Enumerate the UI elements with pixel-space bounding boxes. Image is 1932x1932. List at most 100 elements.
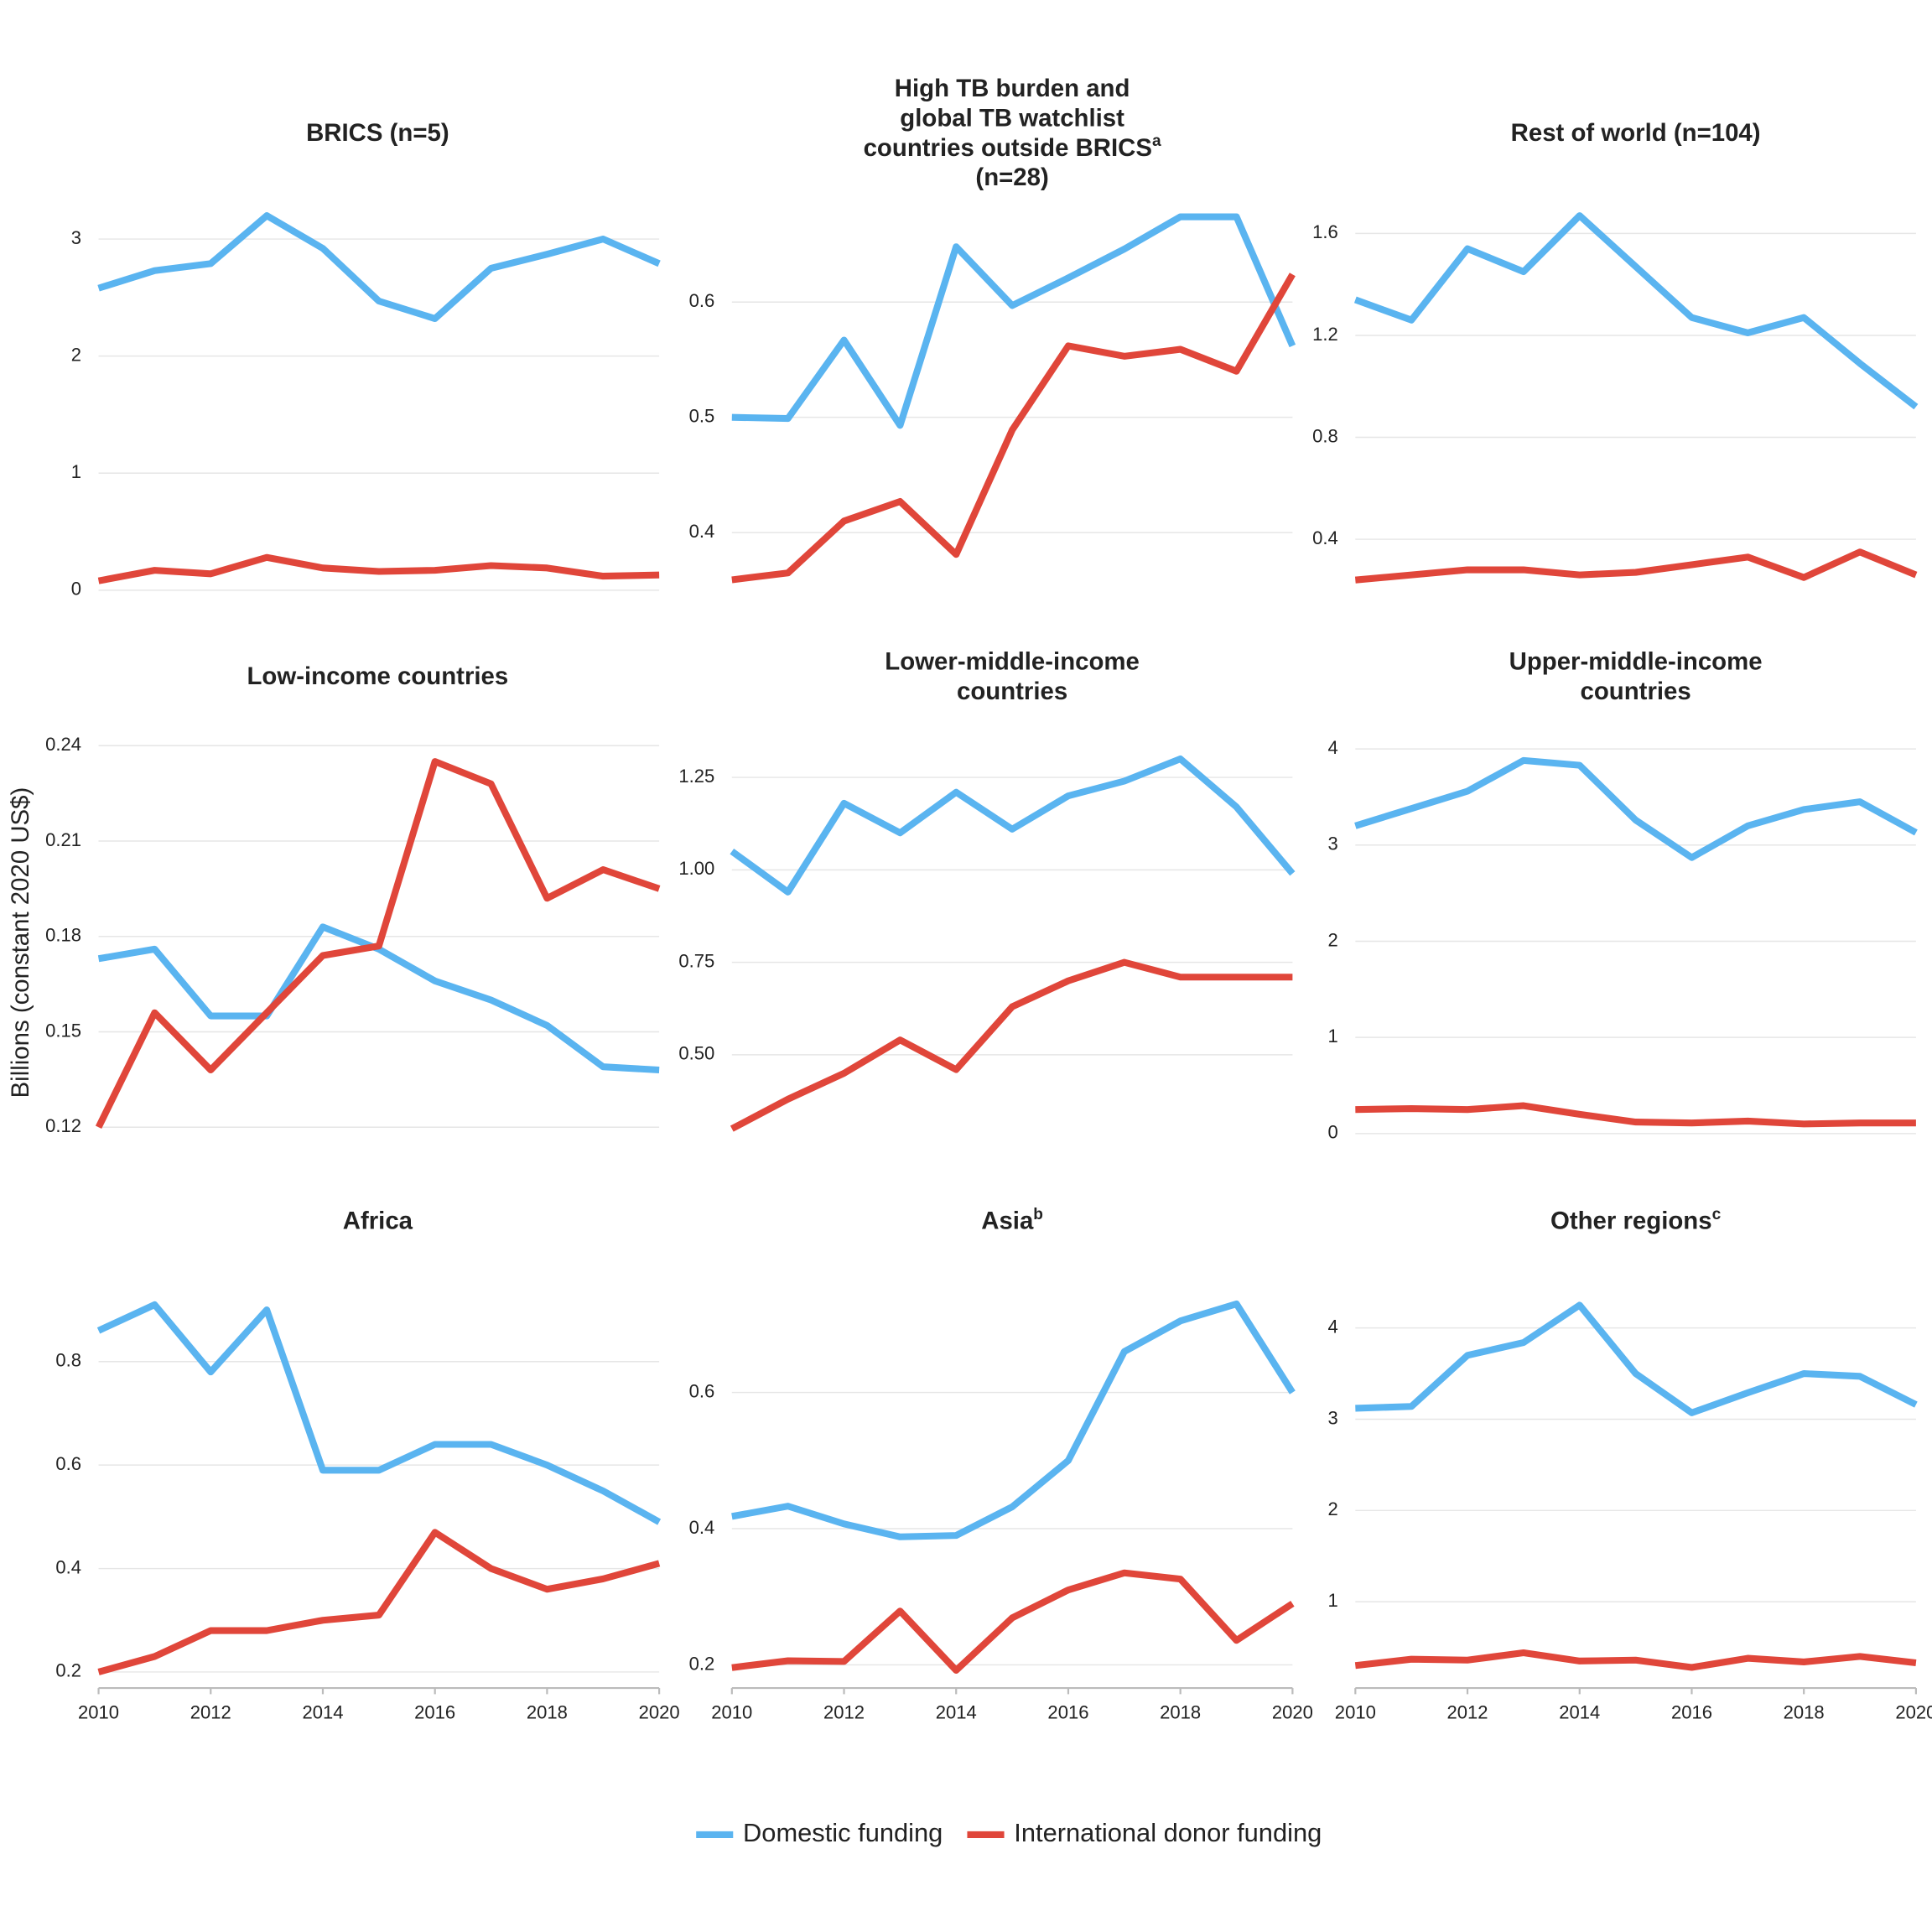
data-line xyxy=(731,273,1296,584)
panel-title: countries xyxy=(957,678,1067,705)
panel-title-line: Lower-middle-income xyxy=(885,647,1140,675)
y-tick-label: 0 xyxy=(1327,1122,1337,1143)
panel-title: Rest of world (n=104) xyxy=(1511,119,1761,147)
panel-title: Asiab xyxy=(981,1206,1043,1235)
panel-title-line: Other regions xyxy=(1550,1207,1712,1234)
y-axis-label: Billions (constant 2020 US$) xyxy=(7,787,34,1098)
y-tick-label: 0.2 xyxy=(55,1660,81,1681)
data-line xyxy=(731,1569,1295,1674)
data-line xyxy=(1354,1649,1917,1671)
panel-title: Africa xyxy=(343,1207,413,1234)
panel-title: Lower-middle-income xyxy=(885,647,1140,675)
x-tick-label: 2020 xyxy=(1272,1702,1313,1723)
y-tick-label: 1 xyxy=(1327,1026,1337,1046)
y-tick-label: 1.25 xyxy=(678,766,714,787)
title-note: c xyxy=(1712,1206,1722,1223)
y-tick-label: 0.4 xyxy=(689,521,715,542)
y-tick-label: 0.6 xyxy=(55,1453,81,1474)
panel-title: countries outside BRICSa xyxy=(864,132,1161,162)
panel-title-line: countries outside BRICS xyxy=(864,134,1152,162)
y-tick-label: 0.75 xyxy=(678,950,714,971)
y-tick-label: 0.5 xyxy=(689,405,715,426)
title-note: a xyxy=(1152,132,1161,150)
panel-title-line: countries xyxy=(1581,678,1691,705)
data-line xyxy=(1353,212,1919,410)
x-tick-label: 2010 xyxy=(711,1702,752,1723)
data-line xyxy=(97,212,661,323)
panel-title: (n=28) xyxy=(975,164,1048,191)
panel-title-line: Rest of world (n=104) xyxy=(1511,119,1761,147)
panel-title: global TB watchlist xyxy=(900,104,1124,132)
y-tick-label: 0.4 xyxy=(689,1517,715,1538)
x-tick-label: 2012 xyxy=(190,1702,231,1723)
y-tick-label: 0 xyxy=(71,579,81,600)
y-tick-label: 1 xyxy=(71,461,81,482)
y-tick-label: 2 xyxy=(1327,1498,1337,1519)
y-tick-label: 0.8 xyxy=(55,1350,81,1371)
legend-label: International donor funding xyxy=(1014,1818,1322,1847)
y-tick-label: 0.4 xyxy=(1312,527,1338,548)
y-tick-label: 4 xyxy=(1327,737,1337,758)
x-tick-label: 2012 xyxy=(1447,1702,1488,1723)
panel-title-line: (n=28) xyxy=(975,164,1048,191)
y-tick-label: 3 xyxy=(71,227,81,248)
data-line xyxy=(1354,756,1918,861)
y-tick-label: 1.00 xyxy=(678,858,714,879)
panel-title-line: Low-income countries xyxy=(247,662,508,690)
x-tick-label: 2018 xyxy=(1160,1702,1201,1723)
panel-title: Upper-middle-income xyxy=(1509,647,1763,675)
y-tick-label: 3 xyxy=(1327,834,1337,854)
y-tick-label: 0.50 xyxy=(678,1043,714,1064)
y-tick-label: 0.2 xyxy=(689,1653,715,1674)
y-tick-label: 0.12 xyxy=(45,1115,81,1136)
y-tick-label: 0.15 xyxy=(45,1020,81,1041)
x-tick-label: 2018 xyxy=(527,1702,568,1723)
y-tick-label: 2 xyxy=(1327,929,1337,950)
legend-label: Domestic funding xyxy=(743,1818,943,1847)
panel-title-line: BRICS (n=5) xyxy=(306,119,449,147)
title-note: b xyxy=(1033,1206,1043,1223)
y-tick-label: 2 xyxy=(71,344,81,365)
panel-title: countries xyxy=(1581,678,1691,705)
panel-title-line: Upper-middle-income xyxy=(1509,647,1763,675)
y-tick-label: 0.8 xyxy=(1312,425,1338,446)
data-line xyxy=(730,958,1293,1132)
y-tick-label: 0.21 xyxy=(45,829,81,850)
x-tick-label: 2010 xyxy=(1335,1702,1376,1723)
data-line xyxy=(1355,1102,1916,1128)
x-tick-label: 2016 xyxy=(1671,1702,1712,1723)
panel-title-line: Africa xyxy=(343,1207,413,1234)
x-tick-label: 2012 xyxy=(823,1702,865,1723)
data-line xyxy=(1355,1301,1918,1416)
x-tick-label: 2018 xyxy=(1784,1702,1825,1723)
x-tick-label: 2016 xyxy=(414,1702,455,1723)
panel-title-line: Asia xyxy=(981,1207,1034,1234)
panel-title: BRICS (n=5) xyxy=(306,119,449,147)
y-tick-label: 0.6 xyxy=(689,290,715,311)
y-tick-label: 0.6 xyxy=(689,1380,715,1401)
y-tick-label: 1.6 xyxy=(1312,221,1338,242)
data-line xyxy=(96,1301,662,1525)
y-tick-label: 1 xyxy=(1327,1590,1337,1611)
y-tick-label: 0.18 xyxy=(45,925,81,946)
panel-title-line: High TB burden and xyxy=(895,75,1130,102)
panel-title: Low-income countries xyxy=(247,662,508,690)
data-line xyxy=(731,213,1296,429)
panel-title: High TB burden and xyxy=(895,75,1130,102)
y-tick-label: 1.2 xyxy=(1312,324,1338,345)
panel-title-line: global TB watchlist xyxy=(900,104,1124,132)
data-line xyxy=(97,1529,661,1675)
data-line xyxy=(731,1300,1296,1540)
x-tick-label: 2016 xyxy=(1047,1702,1088,1723)
data-line xyxy=(97,553,660,584)
x-tick-label: 2014 xyxy=(1559,1702,1600,1723)
panel-title: Other regionsc xyxy=(1550,1206,1722,1235)
x-tick-label: 2020 xyxy=(639,1702,680,1723)
y-tick-label: 3 xyxy=(1327,1407,1337,1428)
x-tick-label: 2010 xyxy=(78,1702,119,1723)
x-tick-label: 2014 xyxy=(936,1702,977,1723)
y-tick-label: 0.24 xyxy=(45,734,81,755)
y-tick-label: 4 xyxy=(1327,1316,1337,1337)
